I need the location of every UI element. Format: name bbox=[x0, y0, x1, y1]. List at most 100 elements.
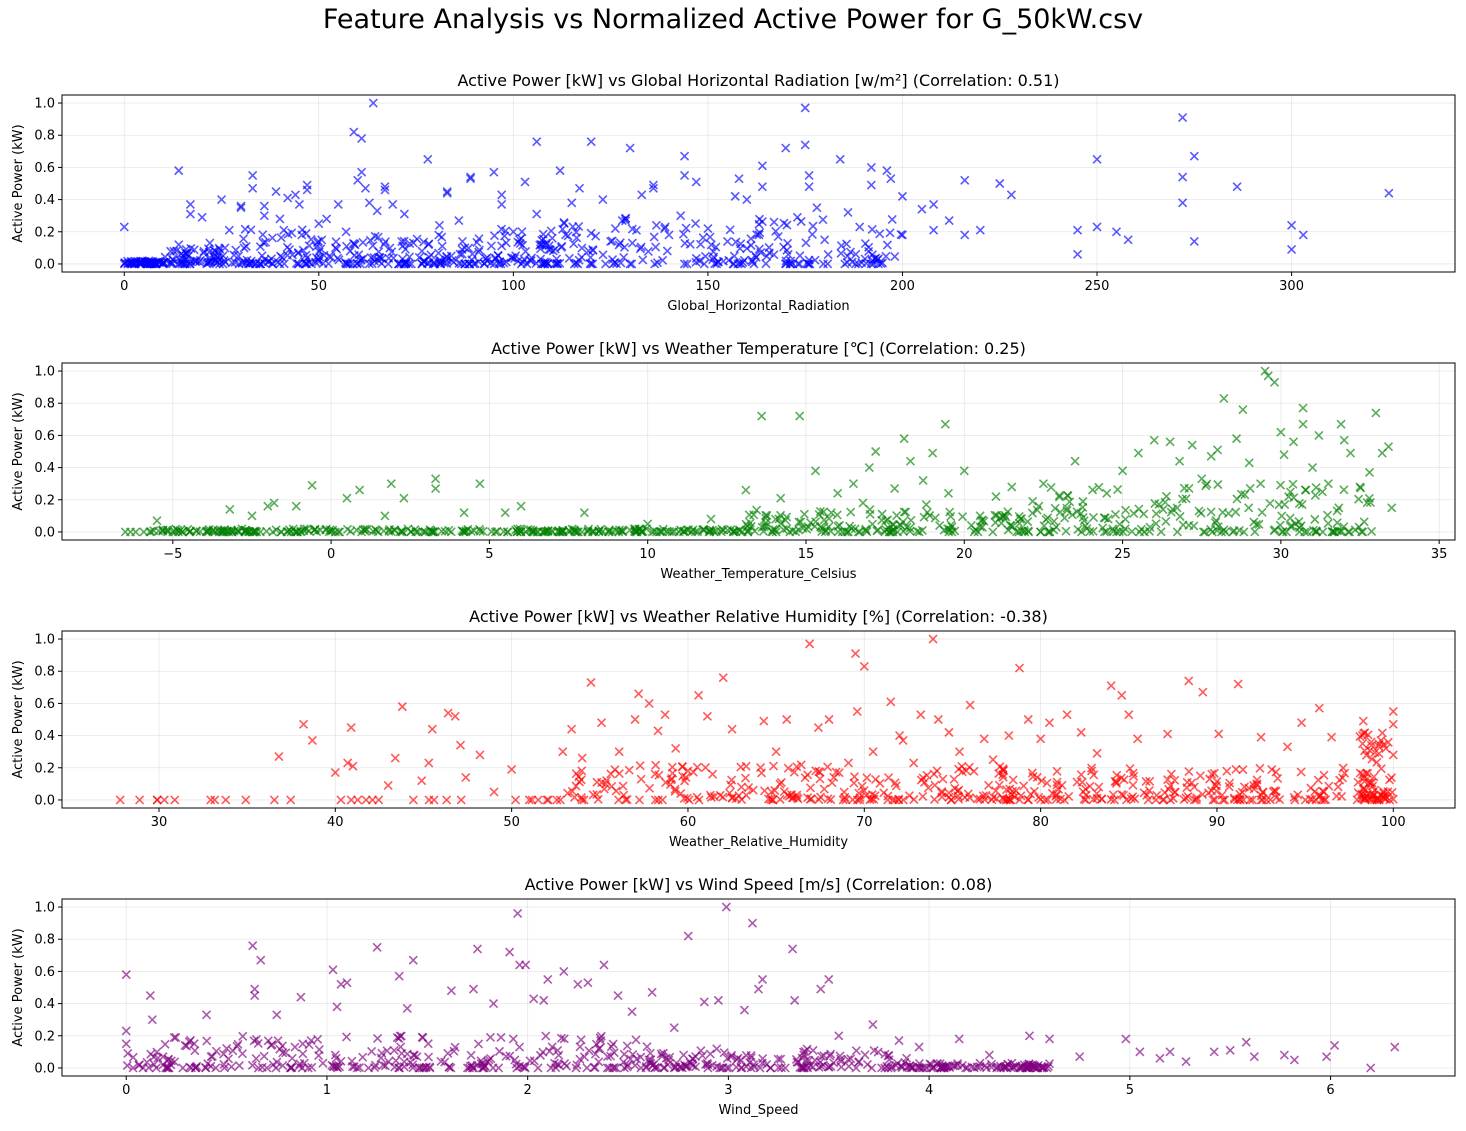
data-point bbox=[1128, 780, 1138, 790]
data-point bbox=[1267, 764, 1277, 775]
data-point bbox=[529, 994, 539, 1004]
data-point bbox=[579, 1052, 590, 1062]
data-point bbox=[741, 761, 751, 771]
data-point bbox=[654, 770, 664, 780]
data-point bbox=[373, 232, 383, 242]
data-point bbox=[459, 527, 469, 537]
data-point bbox=[721, 902, 731, 912]
data-point bbox=[825, 1051, 835, 1061]
data-point bbox=[1388, 719, 1398, 729]
data-point bbox=[917, 204, 927, 214]
data-point bbox=[1233, 679, 1243, 689]
data-point bbox=[180, 1040, 190, 1051]
data-point bbox=[1052, 777, 1062, 787]
data-point bbox=[318, 1058, 328, 1068]
data-point bbox=[1054, 490, 1065, 500]
data-point bbox=[761, 259, 771, 269]
data-point bbox=[250, 990, 260, 1001]
data-point bbox=[725, 225, 735, 235]
data-point bbox=[460, 259, 470, 269]
data-point bbox=[1040, 795, 1050, 805]
data-point bbox=[251, 1034, 262, 1044]
data-point bbox=[859, 661, 869, 671]
x-axis-label: Global_Horizontal_Radiation bbox=[667, 299, 849, 314]
data-point bbox=[287, 228, 297, 238]
data-point bbox=[1092, 222, 1102, 232]
data-point bbox=[794, 517, 804, 527]
data-point bbox=[826, 1061, 836, 1071]
data-point bbox=[160, 1039, 170, 1049]
data-point bbox=[991, 491, 1001, 502]
data-point bbox=[680, 170, 690, 181]
data-point bbox=[1360, 728, 1370, 738]
data-point bbox=[575, 1042, 585, 1052]
data-point bbox=[1289, 792, 1299, 803]
data-point bbox=[749, 259, 759, 269]
data-point bbox=[1183, 792, 1193, 802]
data-point bbox=[528, 527, 538, 537]
data-point bbox=[354, 250, 364, 260]
data-point bbox=[446, 986, 456, 996]
data-point bbox=[1384, 188, 1394, 198]
data-point bbox=[583, 978, 593, 988]
data-point bbox=[894, 731, 905, 741]
data-point bbox=[734, 791, 744, 801]
data-point bbox=[159, 795, 169, 805]
data-point bbox=[1052, 766, 1062, 776]
data-point bbox=[1049, 516, 1059, 526]
data-point bbox=[631, 225, 642, 235]
data-point bbox=[219, 1063, 229, 1073]
data-point bbox=[1307, 463, 1318, 473]
x-tick-label: 300 bbox=[1279, 279, 1304, 294]
data-point bbox=[508, 227, 518, 237]
data-point bbox=[345, 259, 355, 269]
data-point bbox=[733, 1053, 743, 1063]
data-point bbox=[192, 526, 202, 536]
data-point bbox=[879, 788, 889, 798]
data-point bbox=[727, 775, 737, 785]
data-point bbox=[593, 794, 603, 804]
data-point bbox=[122, 1060, 132, 1071]
data-point bbox=[538, 234, 549, 244]
data-point bbox=[1182, 777, 1192, 787]
data-point bbox=[127, 259, 137, 269]
data-point bbox=[223, 1054, 234, 1064]
data-point bbox=[1120, 514, 1131, 524]
data-point bbox=[547, 526, 557, 536]
y-axis-label: Active Power (kW) bbox=[11, 124, 26, 242]
data-point bbox=[747, 918, 758, 928]
data-point bbox=[313, 238, 323, 248]
data-point bbox=[867, 250, 877, 260]
data-point bbox=[797, 1063, 807, 1073]
data-point bbox=[533, 1063, 543, 1073]
data-point bbox=[226, 525, 236, 535]
data-point bbox=[835, 1051, 845, 1061]
data-point bbox=[610, 223, 620, 234]
data-point bbox=[408, 955, 418, 965]
data-point bbox=[799, 509, 809, 519]
data-point bbox=[342, 241, 352, 251]
data-point bbox=[299, 719, 309, 729]
data-point bbox=[386, 479, 396, 489]
data-point bbox=[1340, 768, 1350, 778]
data-point bbox=[135, 257, 145, 267]
data-point bbox=[868, 259, 878, 269]
data-point bbox=[768, 795, 778, 805]
data-point bbox=[759, 786, 770, 796]
axes-frame bbox=[61, 898, 1456, 1077]
data-point bbox=[1257, 507, 1267, 517]
data-point bbox=[916, 710, 926, 720]
data-point bbox=[485, 1032, 495, 1042]
data-point bbox=[362, 524, 372, 534]
x-axis-label: Weather_Temperature_Celsius bbox=[660, 567, 856, 582]
data-point bbox=[1265, 795, 1275, 805]
data-point bbox=[266, 254, 276, 264]
subplot-2: Active Power [kW] vs Weather Temperature… bbox=[11, 339, 1456, 582]
data-point bbox=[336, 979, 346, 989]
data-point bbox=[211, 1063, 221, 1073]
data-point bbox=[406, 259, 416, 269]
data-point bbox=[891, 781, 901, 791]
data-point bbox=[1178, 112, 1188, 123]
data-point bbox=[577, 753, 587, 763]
data-point bbox=[1001, 785, 1012, 795]
